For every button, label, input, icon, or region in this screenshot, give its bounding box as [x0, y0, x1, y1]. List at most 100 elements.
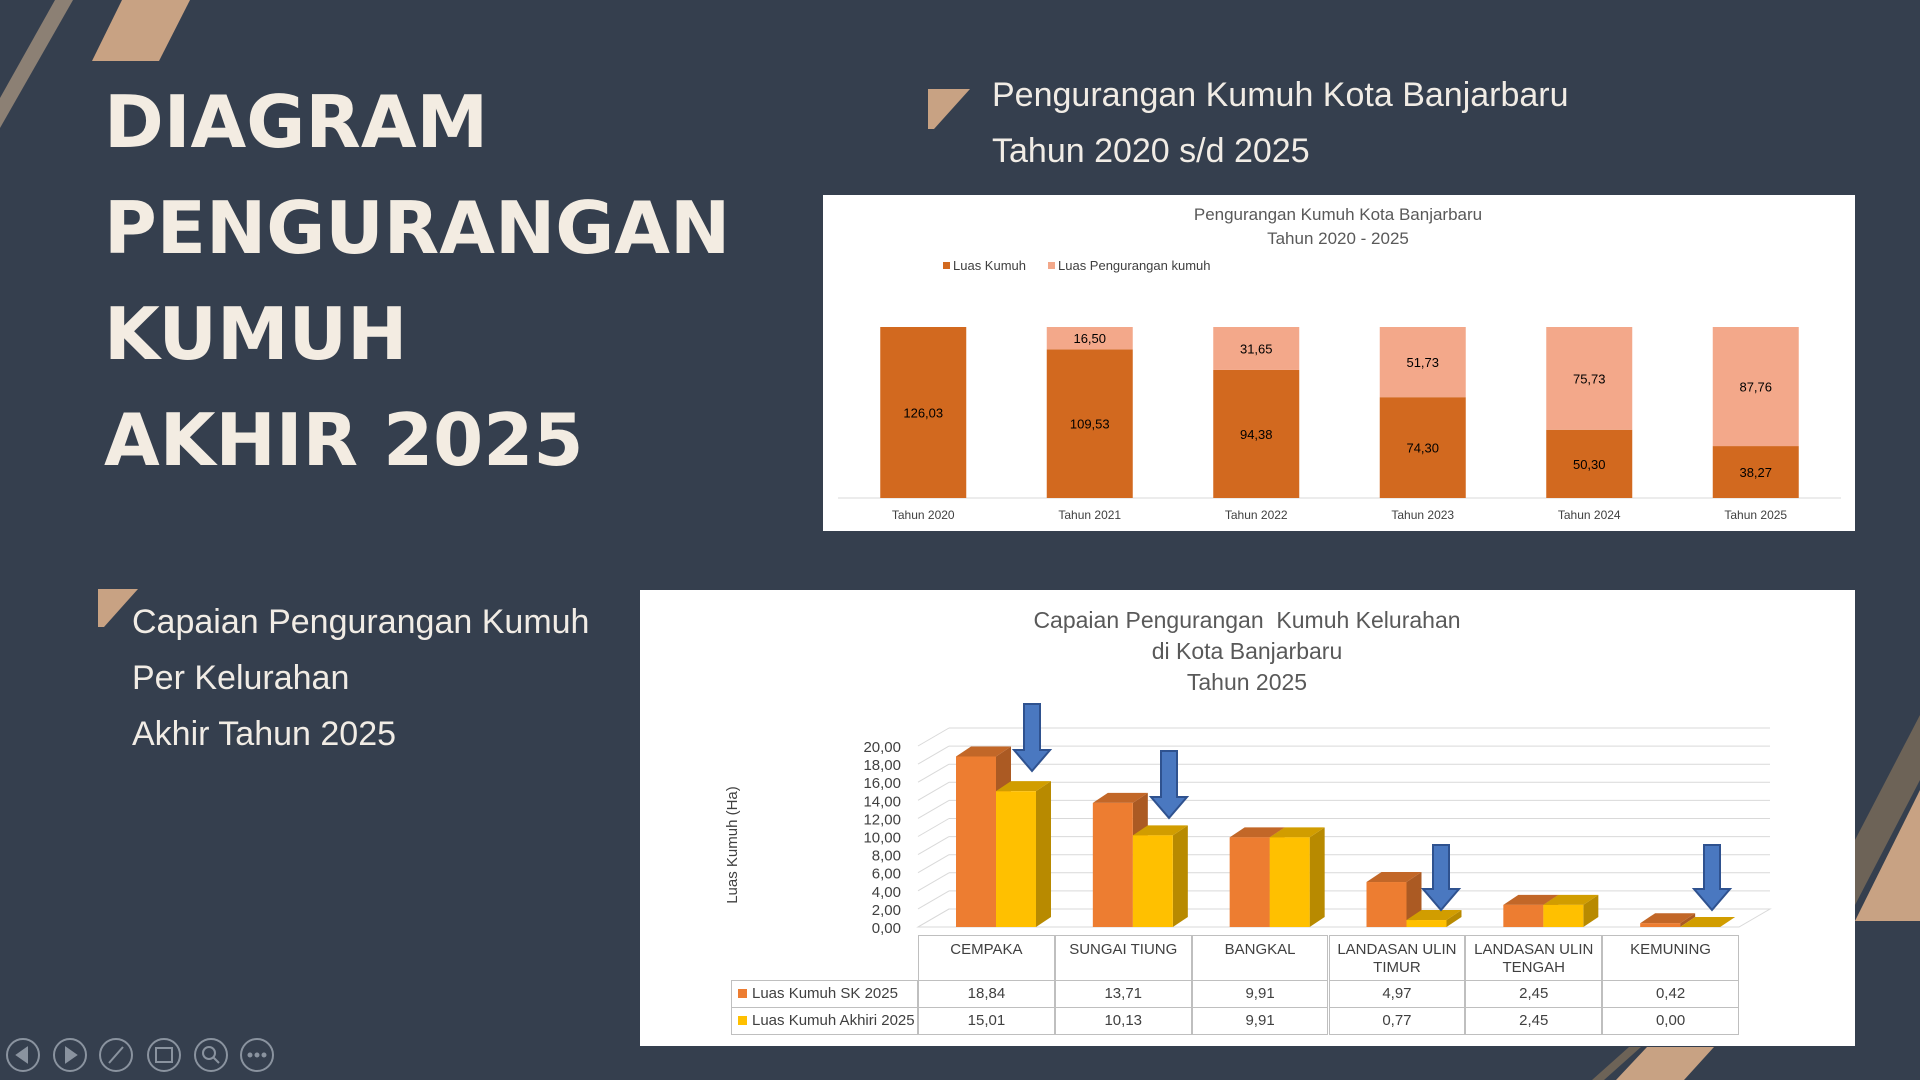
- section-icon: [928, 89, 970, 129]
- next-button[interactable]: [53, 1038, 87, 1072]
- bar-top: [1132, 825, 1188, 836]
- bar-top: [996, 781, 1051, 792]
- presentation-controls: [6, 1038, 274, 1072]
- bar-segment: [1546, 327, 1633, 430]
- grid-line: [917, 727, 950, 747]
- legend-label: Luas Pengurangan kumuh: [1058, 258, 1211, 273]
- table-value-cell: 13,71: [1054, 980, 1192, 1008]
- arrow: [1420, 844, 1462, 912]
- arrow: [1011, 703, 1053, 773]
- x-tick-label: Tahun 2023: [1391, 508, 1454, 522]
- grid-line: [917, 854, 950, 874]
- data-label: 16,50: [1073, 331, 1106, 346]
- arrows: [1011, 703, 1733, 912]
- table-header-cell: LANDASAN ULIN TENGAH: [1465, 935, 1603, 980]
- legend-label: Luas Kumuh Akhiri 2025: [752, 1012, 915, 1029]
- chart-panel: [823, 195, 1855, 531]
- slide-title: DIAGRAM PENGURANGAN KUMUH AKHIR 2025: [104, 80, 730, 482]
- grid-line: [917, 872, 950, 892]
- arrow: [1691, 844, 1733, 912]
- data-label: 74,30: [1406, 441, 1439, 456]
- bar-front: [1503, 904, 1544, 927]
- section-line: Capaian Pengurangan Kumuh: [132, 603, 589, 641]
- section-line: Per Kelurahan: [132, 659, 349, 697]
- bar-segment: [1213, 369, 1300, 498]
- decor-stripe: [1592, 1047, 1641, 1080]
- bar-top: [1680, 917, 1736, 927]
- bar-side: [1172, 825, 1188, 927]
- title-line: KUMUH: [104, 292, 407, 376]
- bar-top: [1406, 910, 1462, 921]
- bar-top: [1543, 894, 1599, 905]
- decor-shape: [1616, 1047, 1714, 1080]
- bar-top: [1269, 827, 1325, 838]
- table-legend-cell: Luas Kumuh SK 2025: [731, 980, 918, 1008]
- table-header-cell: CEMPAKA: [918, 935, 1055, 980]
- x-tick-label: Tahun 2020: [892, 508, 955, 522]
- table-header-cell: LANDASAN ULIN TIMUR: [1328, 935, 1466, 980]
- grid-line: [917, 781, 950, 801]
- bar-side: [1446, 910, 1462, 927]
- pen-button[interactable]: [99, 1038, 133, 1072]
- data-label: 109,53: [1070, 417, 1110, 432]
- table-header-cell: SUNGAI TIUNG: [1054, 935, 1192, 980]
- grid-line: [917, 908, 950, 928]
- bar-front: [1640, 923, 1681, 927]
- section-line: Tahun 2020 s/d 2025: [992, 132, 1310, 170]
- chart-title: Capaian Pengurangan Kumuh Kelurahan: [1033, 607, 1460, 633]
- grid-line: [917, 745, 950, 765]
- table-value-cell: 2,45: [1465, 980, 1603, 1008]
- grid-line: [917, 763, 950, 783]
- zoom-button[interactable]: [194, 1038, 228, 1072]
- table-legend-cell: Luas Kumuh Akhiri 2025: [731, 1007, 918, 1035]
- table-value-cell: 10,13: [1054, 1007, 1192, 1035]
- y-tick-label: 2,00: [872, 902, 901, 919]
- bar-side: [1680, 913, 1696, 927]
- charts: Pengurangan Kumuh Kota Banjarbaru Tahun 2…: [724, 205, 1841, 937]
- table-value-cell: 0,77: [1328, 1007, 1466, 1035]
- slides-button[interactable]: [147, 1038, 181, 1072]
- data-label: 31,65: [1240, 341, 1273, 356]
- y-tick-label: 20,00: [863, 739, 901, 756]
- table-value-cell: 2,45: [1465, 1007, 1603, 1035]
- legend-label: Luas Kumuh: [953, 258, 1026, 273]
- section-line: Pengurangan Kumuh Kota Banjarbaru: [992, 76, 1569, 114]
- data-label: 38,27: [1739, 465, 1772, 480]
- bar-top: [1503, 894, 1559, 905]
- table-value-cell: 15,01: [918, 1007, 1055, 1035]
- bar-front: [1132, 835, 1173, 927]
- bar-side: [1309, 827, 1325, 927]
- more-button[interactable]: [240, 1038, 274, 1072]
- bar-top: [956, 746, 1011, 757]
- grid-line: [917, 818, 950, 837]
- y-tick-label: 8,00: [872, 848, 901, 865]
- table-value-cell: 9,91: [1191, 980, 1329, 1008]
- legend-swatch: [738, 989, 747, 998]
- bar-segment: [1712, 446, 1799, 498]
- chart-title: di Kota Banjarbaru: [1152, 638, 1343, 664]
- bar-top: [1640, 913, 1696, 924]
- section-icon: [98, 589, 138, 627]
- table-value-cell: 9,91: [1191, 1007, 1329, 1035]
- title-line: DIAGRAM: [104, 80, 488, 164]
- previous-button[interactable]: [6, 1038, 40, 1072]
- legend-label: Luas Kumuh SK 2025: [752, 985, 898, 1002]
- decor-stripe: [0, 0, 73, 128]
- grid-line: [917, 799, 950, 819]
- bar-side: [1583, 894, 1599, 927]
- y-tick-label: 16,00: [863, 775, 901, 792]
- data-label: 87,76: [1739, 380, 1772, 395]
- bar-top: [1366, 872, 1422, 883]
- decor-shape: [92, 0, 190, 61]
- legend-swatch: [738, 1016, 747, 1025]
- decor-shape: [1855, 790, 1920, 921]
- bar-segment: [1379, 397, 1466, 498]
- table-value-cell: 4,97: [1328, 980, 1466, 1008]
- table-header-cell: KEMUNING: [1602, 935, 1739, 980]
- y-tick-label: 0,00: [872, 920, 901, 937]
- data-label: 126,03: [903, 406, 943, 421]
- x-tick-label: Tahun 2024: [1558, 508, 1621, 522]
- bar-front: [956, 756, 996, 927]
- data-label: 94,38: [1240, 427, 1273, 442]
